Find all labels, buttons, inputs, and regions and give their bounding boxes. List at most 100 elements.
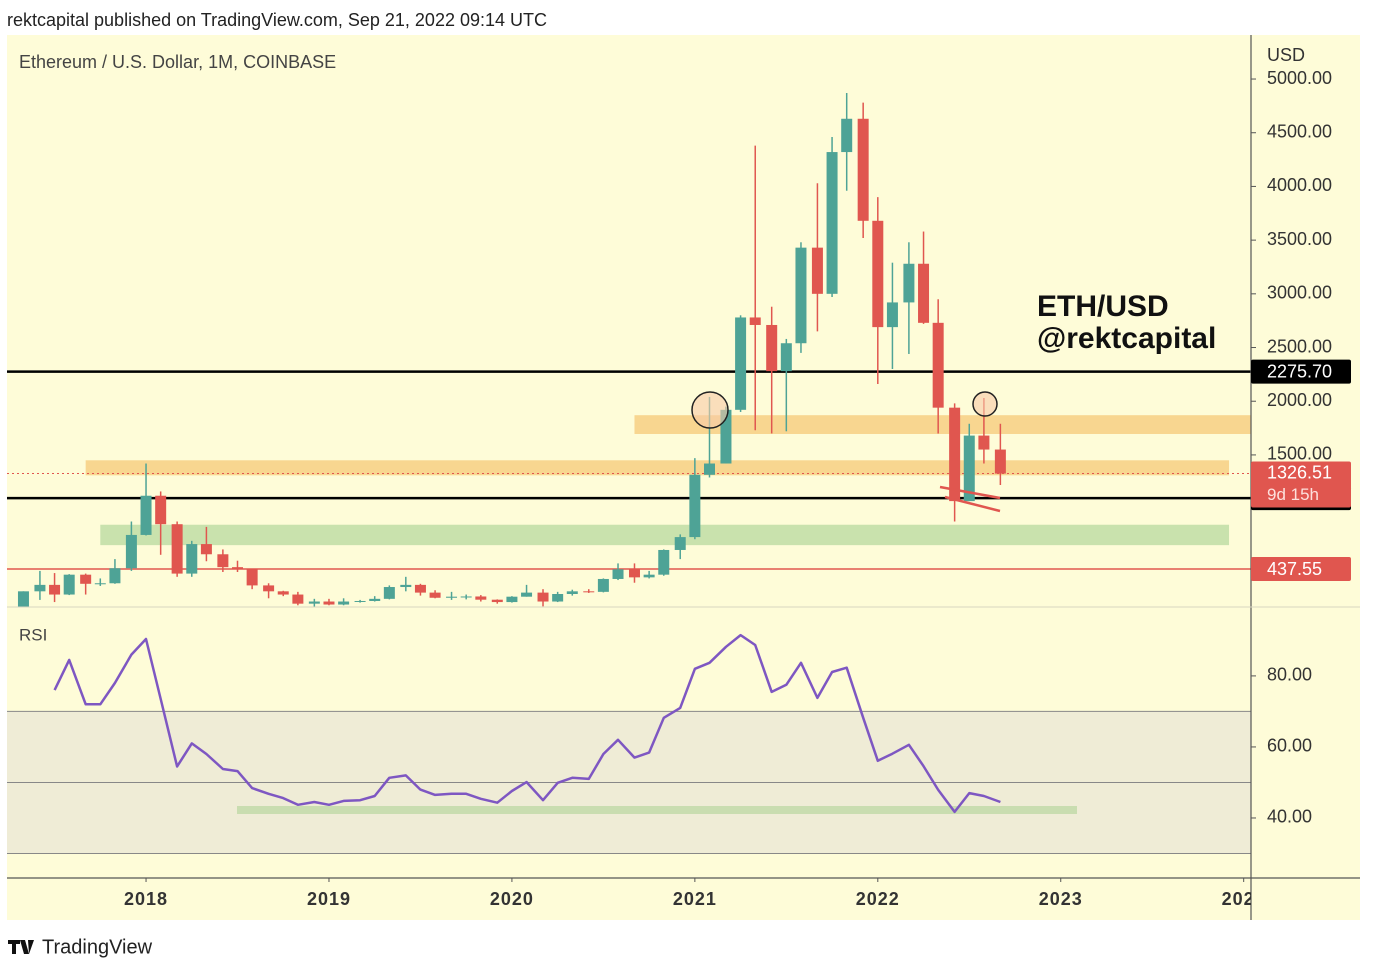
y-tick-label: 4000.00 — [1267, 175, 1332, 195]
candle-body — [292, 594, 304, 604]
candle-body — [446, 596, 458, 598]
candle-body — [689, 474, 701, 538]
x-tick-label: 2023 — [1039, 889, 1083, 909]
candle-body — [826, 152, 838, 294]
candle-body — [735, 317, 747, 410]
candle-body — [80, 574, 92, 584]
rsi-background — [7, 710, 1251, 854]
highlight-circle — [972, 391, 998, 417]
y-tick-label: 5000.00 — [1267, 68, 1332, 88]
candle-body — [658, 549, 670, 575]
footer-logo — [8, 940, 34, 954]
candle-body — [703, 463, 715, 475]
x-tick-label: 2020 — [490, 889, 534, 909]
chart-title: Ethereum / U.S. Dollar, 1M, COINBASE — [19, 52, 336, 72]
level-label-box — [1251, 557, 1351, 582]
candle-body — [277, 591, 289, 595]
candle-body — [552, 594, 564, 602]
candle-body — [674, 537, 686, 550]
rsi-title: RSI — [19, 625, 47, 644]
candle-body — [978, 435, 990, 450]
candle-body — [338, 601, 350, 605]
candle-body — [155, 495, 167, 525]
candle-body — [857, 118, 869, 221]
candle-body — [217, 554, 229, 568]
rsi-support-band — [237, 806, 1077, 814]
candle-body — [383, 587, 395, 599]
candle-body — [872, 220, 884, 328]
x-tick-label: 2021 — [673, 889, 717, 909]
candle-body — [263, 585, 275, 592]
zone — [85, 460, 1230, 476]
candle-body — [491, 599, 503, 603]
rsi-line — [53, 633, 1001, 814]
candle-body — [475, 596, 487, 600]
candle-body — [140, 495, 152, 535]
candle-body — [994, 449, 1006, 474]
x-tick-label: 2019 — [307, 889, 351, 909]
y-tick-label: 60.00 — [1267, 736, 1312, 756]
candle-body — [323, 601, 335, 605]
candle-body — [63, 574, 75, 595]
candle-body — [949, 407, 961, 502]
candle-body — [232, 567, 244, 570]
highlight-circle — [691, 391, 729, 429]
candle-body — [811, 247, 823, 294]
candle-body — [246, 569, 258, 586]
candle-body — [903, 263, 915, 303]
y-tick-label: 3000.00 — [1267, 283, 1332, 303]
candle-body — [612, 569, 624, 579]
candle-body — [932, 322, 944, 408]
candle-body — [186, 544, 198, 574]
annotation: ETH/USD — [1037, 290, 1169, 323]
candle-body — [749, 317, 761, 325]
y-tick-label: 4500.00 — [1267, 121, 1332, 141]
y-tick-label: 3500.00 — [1267, 229, 1332, 249]
candle-body — [780, 343, 792, 372]
last-price-label: 1326.51 — [1267, 462, 1332, 482]
candle-body — [521, 592, 533, 597]
axis-label-bg — [1256, 40, 1356, 70]
candle-body — [17, 591, 29, 607]
footer: TradingView — [42, 936, 153, 958]
candle-body — [400, 584, 412, 588]
candle-body — [109, 568, 121, 584]
levels — [7, 370, 1251, 570]
candle-body — [125, 534, 137, 569]
candle-body — [886, 302, 898, 328]
y-tick-label: 40.00 — [1267, 807, 1312, 827]
zone — [100, 524, 1230, 546]
trendline — [939, 485, 1001, 500]
rsi-axis: 40.00 60.00 80.00 — [1251, 665, 1312, 827]
annotation: @rektcapital — [1037, 322, 1216, 355]
header: rektcapital published on TradingView.com… — [7, 10, 547, 30]
candle-body — [918, 263, 930, 323]
candle-body — [34, 584, 46, 592]
axis-label: USD — [1267, 45, 1305, 65]
candle-body — [597, 578, 609, 592]
y-tick-label: 1500.00 — [1267, 444, 1332, 464]
candle-body — [354, 600, 366, 602]
candle-body — [94, 583, 106, 585]
candle-body — [628, 569, 640, 578]
candle-body — [643, 574, 655, 578]
price-axis: 1500.00 2000.00 2500.00 3000.00 3500.00 4000.… — [1251, 68, 1351, 582]
last-price-box — [1251, 461, 1351, 508]
level-label: 2275.70 — [1267, 361, 1332, 381]
candle-body — [200, 544, 212, 555]
candle-body — [369, 598, 381, 601]
level-label-box — [1251, 359, 1351, 384]
zones — [85, 415, 1251, 546]
zone — [634, 415, 1251, 434]
candle-body — [766, 324, 778, 372]
y-tick-label: 80.00 — [1267, 665, 1312, 685]
candle-body — [795, 247, 807, 344]
candle-body — [429, 592, 441, 598]
candle-body — [414, 584, 426, 593]
time-axis: 2018 2019 2020 2021 2022 2023 2024 — [124, 878, 1251, 909]
candle-body — [460, 596, 472, 598]
candle-body — [171, 524, 183, 574]
candle-body — [720, 409, 732, 464]
candle-body — [49, 584, 61, 595]
